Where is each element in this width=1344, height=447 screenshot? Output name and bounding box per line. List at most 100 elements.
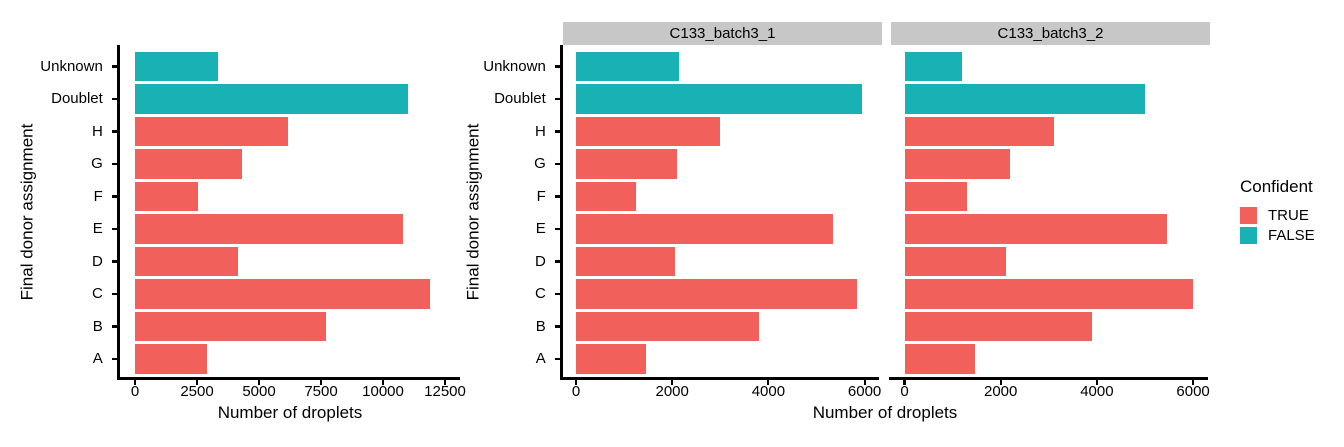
bar-total-a (135, 344, 207, 374)
x-tick-label: 0 (900, 383, 909, 400)
bar-c133-batch3-2-c (904, 279, 1194, 309)
bar-c133-batch3-1-f (576, 181, 637, 212)
bar-c133-batch3-2-b (904, 311, 1093, 342)
legend-label-true: TRUE (1268, 207, 1309, 224)
x-tick-label: 6000 (847, 383, 882, 400)
bar-total-doublet (135, 84, 408, 114)
facet-strip-label: C133_batch3_2 (997, 25, 1104, 42)
x-tick-label: 2000 (655, 383, 689, 400)
x-tick-label: 6000 (1176, 383, 1210, 400)
y-tick-label: H (534, 122, 546, 140)
y-tick-mark (111, 97, 118, 101)
x-axis-line (560, 377, 879, 380)
y-tick-label: D (534, 252, 546, 270)
bar-c133-batch3-2-d (904, 246, 1006, 277)
legend-swatch-false-icon (1240, 227, 1257, 244)
x-tick-label: 5000 (242, 383, 276, 400)
y-tick-label: F (93, 187, 103, 205)
x-axis-line (117, 377, 460, 380)
bar-c133-batch3-1-c (576, 279, 858, 309)
y-tick-label: Doublet (494, 90, 546, 107)
y-tick-label: F (536, 187, 546, 205)
y-tick-label: D (91, 252, 103, 270)
facet-strip (563, 22, 882, 45)
bar-c133-batch3-2-a (904, 344, 976, 374)
legend-swatch-true-icon (1240, 207, 1257, 224)
y-tick-label: Unknown (483, 57, 546, 75)
bar-total-f (135, 181, 199, 212)
x-tick-mark (671, 379, 674, 386)
bar-total-unknown (135, 51, 219, 82)
x-tick-label: 12500 (424, 383, 466, 400)
bar-c133-batch3-1-b (576, 311, 759, 342)
bar-c133-batch3-2-e (904, 214, 1167, 244)
y-tick-label: C (534, 285, 546, 302)
bar-c133-batch3-1-doublet (576, 84, 863, 114)
bar-c133-batch3-2-h (904, 116, 1054, 147)
y-tick-mark (111, 162, 118, 166)
y-tick-mark (111, 65, 118, 68)
y-tick-mark (554, 65, 561, 68)
y-tick-label: E (92, 220, 103, 237)
bar-c133-batch3-1-a (576, 344, 646, 374)
x-tick-mark (574, 379, 578, 386)
bar-total-h (135, 116, 288, 147)
bar-c133-batch3-2-f (904, 181, 968, 212)
y-tick-mark (111, 260, 118, 263)
y-tick-mark (554, 162, 561, 166)
y-tick-label: B (92, 317, 103, 335)
y-axis-line (117, 45, 120, 380)
x-tick-label: 0 (571, 383, 581, 400)
y-tick-label: Doublet (51, 90, 103, 107)
y-tick-label: E (535, 220, 546, 237)
legend-title: Confident (1240, 177, 1313, 196)
x-tick-mark (1192, 379, 1195, 386)
y-tick-mark (111, 325, 118, 328)
y-tick-mark (111, 357, 118, 361)
y-tick-mark (554, 130, 561, 133)
bar-total-d (135, 246, 238, 277)
x-tick-mark (319, 379, 323, 386)
x-tick-label: 4000 (751, 383, 786, 400)
x-tick-label: 0 (130, 383, 140, 400)
x-tick-mark (257, 379, 261, 386)
bar-c133-batch3-1-d (576, 246, 675, 277)
y-tick-mark (111, 227, 118, 231)
facet-strip (891, 22, 1210, 45)
x-tick-mark (195, 379, 199, 386)
bar-total-b (135, 311, 326, 342)
legend-label-false: FALSE (1268, 227, 1315, 244)
x-tick-label: 10000 (362, 383, 404, 400)
bar-total-e (135, 214, 403, 244)
x-tick-mark (999, 379, 1002, 386)
x-tick-label: 2500 (180, 383, 214, 400)
x-axis-title-left: Number of droplets (217, 403, 363, 422)
y-tick-mark (554, 97, 561, 101)
y-tick-mark (111, 195, 118, 198)
y-tick-mark (554, 357, 561, 361)
y-axis-line (560, 45, 563, 380)
y-tick-label: G (534, 155, 546, 172)
y-tick-label: A (92, 350, 103, 367)
y-tick-mark (111, 292, 118, 296)
y-tick-mark (554, 292, 561, 296)
y-tick-mark (554, 260, 561, 263)
y-tick-mark (554, 325, 561, 328)
legend-item-false: FALSE (1240, 227, 1315, 244)
x-tick-mark (443, 379, 447, 386)
x-tick-label: 7500 (304, 383, 338, 400)
facet-strip-label: C133_batch3_1 (669, 25, 776, 42)
x-axis-title-facets: Number of droplets (812, 403, 958, 422)
y-tick-label: A (535, 350, 546, 367)
legend-item-true: TRUE (1240, 207, 1315, 224)
bar-c133-batch3-2-doublet (904, 84, 1145, 114)
y-tick-label: H (91, 122, 103, 140)
x-tick-mark (767, 379, 770, 386)
bar-c133-batch3-2-g (904, 149, 1011, 179)
bar-total-c (135, 279, 431, 309)
bar-c133-batch3-1-g (576, 149, 677, 179)
